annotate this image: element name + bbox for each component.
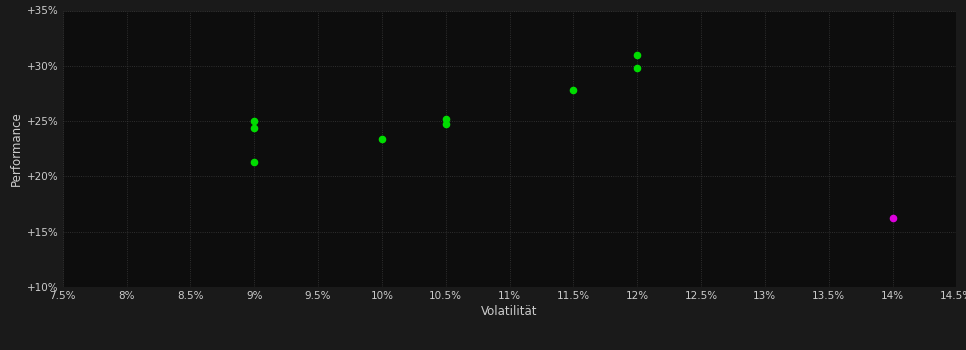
Point	[566, 88, 582, 93]
Point	[246, 125, 262, 131]
Y-axis label: Performance: Performance	[10, 111, 23, 186]
Point	[630, 52, 645, 57]
Point	[374, 136, 389, 142]
Point	[438, 116, 453, 122]
Point	[246, 159, 262, 165]
Point	[438, 121, 453, 127]
X-axis label: Volatilität: Volatilität	[481, 305, 538, 318]
Point	[630, 65, 645, 71]
Point	[246, 118, 262, 124]
Point	[885, 216, 900, 221]
